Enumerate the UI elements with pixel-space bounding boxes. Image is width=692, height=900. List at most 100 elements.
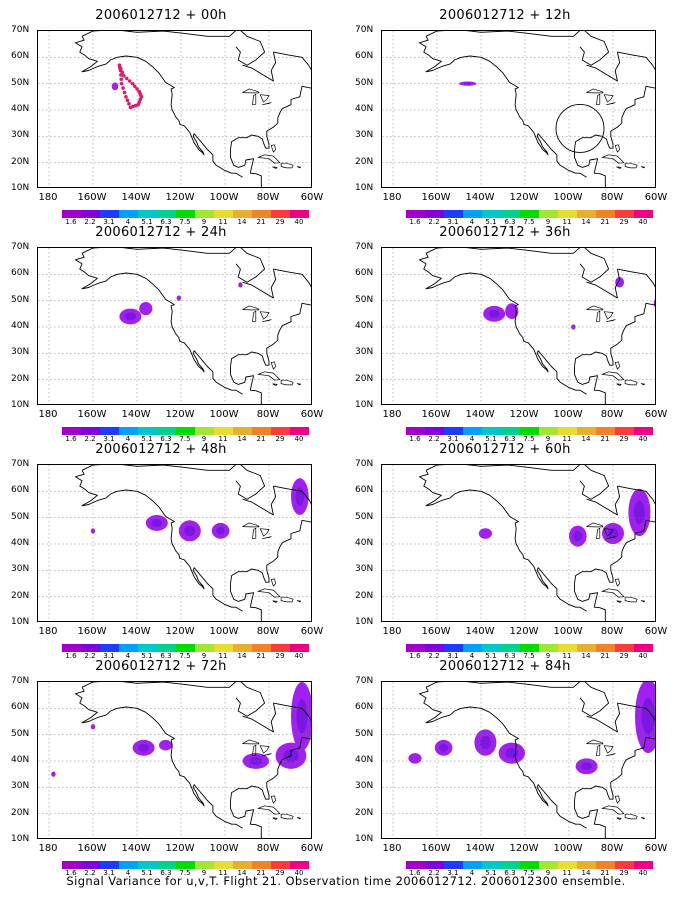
lon-tick-label: 120W — [165, 409, 195, 420]
lon-tick-label: 140W — [121, 626, 151, 637]
colorbar-swatch — [157, 210, 176, 218]
colorbar-swatch — [463, 644, 482, 652]
lon-tick-label: 180 — [38, 409, 58, 420]
lon-tick-label: 80W — [256, 409, 280, 420]
island-outline — [270, 144, 276, 153]
colorbar-label: 3.1 — [447, 652, 459, 660]
lat-tick-label: 50N — [355, 77, 374, 88]
lat-tick-label: 60N — [355, 268, 374, 279]
lon-tick-label: 160W — [421, 192, 451, 203]
panel-title: 2006012712 + 36h — [439, 225, 571, 240]
lake-outline — [259, 745, 270, 754]
colorbar-label: 5.1 — [141, 869, 153, 877]
lat-tick-label: 10N — [11, 617, 30, 627]
lat-tick-label: 30N — [11, 347, 30, 358]
lon-tick-label: 100W — [553, 843, 583, 854]
colorbar-swatch — [271, 861, 290, 869]
colorbar-label: 21 — [256, 869, 266, 877]
map-panel: 2006012712 + 12h 70N 60N 50N 40N 30N 20N 10N 180… — [355, 8, 667, 226]
signal-variance-region — [139, 301, 153, 316]
island-outline — [614, 144, 620, 153]
colorbar-label: 7.5 — [179, 218, 191, 226]
lat-tick-label: 70N — [11, 242, 30, 252]
map-canvas — [38, 248, 311, 404]
panel-title: 2006012712 + 84h — [439, 659, 571, 674]
lat-tick-label: 10N — [11, 834, 30, 844]
colorbar-swatch — [62, 861, 81, 869]
colorbar-label: 11 — [562, 435, 572, 443]
lat-tick-label: 70N — [355, 242, 374, 252]
colorbar-swatch — [138, 861, 157, 869]
observation-marker — [119, 81, 124, 86]
colorbar-label: 3.1 — [103, 869, 115, 877]
lake-outline — [242, 739, 260, 745]
island-outline — [616, 166, 622, 169]
lat-tick-label: 10N — [11, 183, 30, 193]
colorbar-label: 21 — [256, 218, 266, 226]
colorbar-swatch — [482, 427, 501, 435]
colorbar-swatch — [195, 427, 214, 435]
colorbar-swatch — [252, 644, 271, 652]
lake-outline — [606, 319, 616, 323]
lake-outline — [586, 305, 604, 311]
lat-tick-label: 60N — [355, 485, 374, 496]
colorbar-label: 29 — [619, 218, 629, 226]
map-frame — [37, 681, 312, 839]
colorbar-swatch — [482, 861, 501, 869]
signal-variance-core — [439, 743, 448, 752]
colorbar-swatch — [406, 644, 425, 652]
colorbar-label: 5.1 — [141, 652, 153, 660]
colorbar-swatch — [214, 210, 233, 218]
map-panel: 2006012712 + 36h 70N 60N 50N 40N 30N 20N 10N 180… — [355, 225, 667, 443]
panel-title: 2006012712 + 12h — [439, 8, 571, 23]
colorbar-label: 21 — [256, 435, 266, 443]
lake-outline — [259, 528, 270, 537]
island-outline — [272, 817, 278, 820]
colorbar-label: 6.3 — [504, 869, 516, 877]
lat-tick-label: 30N — [11, 130, 30, 141]
island-outline — [272, 383, 278, 386]
lon-tick-label: 60W — [300, 843, 324, 854]
colorbar-swatch — [119, 210, 138, 218]
colorbar-swatch — [100, 644, 119, 652]
signal-variance-region — [571, 324, 576, 330]
lat-tick-label: 40N — [355, 321, 374, 331]
lon-tick-label: 80W — [600, 409, 624, 420]
colorbar-label: 6.3 — [504, 652, 516, 660]
lat-tick-label: 70N — [355, 676, 374, 686]
lat-tick-label: 40N — [11, 104, 30, 114]
lat-tick-label: 40N — [11, 755, 30, 765]
colorbar-label: 4 — [125, 435, 131, 443]
signal-variance-core — [124, 312, 136, 321]
colorbar-label: 11 — [562, 218, 572, 226]
map-panel: 2006012712 + 60h 70N 60N 50N 40N 30N 20N 10N 180… — [355, 442, 667, 660]
lat-tick-label: 50N — [355, 728, 374, 739]
island-outline — [601, 371, 625, 381]
panel-title: 2006012712 + 60h — [439, 442, 571, 457]
colorbar-swatch — [425, 861, 444, 869]
lon-tick-label: 100W — [553, 192, 583, 203]
colorbar-label: 40 — [638, 218, 648, 226]
colorbar-label: 29 — [275, 218, 285, 226]
colorbar-label: 40 — [638, 652, 648, 660]
signal-variance-region — [408, 753, 422, 764]
colorbar-swatch — [119, 427, 138, 435]
island-outline — [616, 600, 622, 603]
colorbar-swatch — [558, 861, 577, 869]
colorbar-label: 6.3 — [504, 435, 516, 443]
signal-variance-region — [615, 276, 624, 288]
colorbar-label: 3.1 — [103, 218, 115, 226]
island-outline — [257, 154, 281, 164]
lat-tick-label: 20N — [11, 156, 30, 167]
colorbar-label: 14 — [581, 652, 591, 660]
observation-marker — [124, 95, 128, 99]
colorbar-swatch — [271, 210, 290, 218]
observation-marker — [127, 79, 132, 83]
colorbar-label: 14 — [237, 869, 247, 877]
colorbar — [406, 861, 653, 869]
colorbar-label: 29 — [275, 435, 285, 443]
signal-variance-region — [478, 528, 492, 539]
colorbar-label: 3.1 — [447, 435, 459, 443]
colorbar-swatch — [520, 644, 539, 652]
lat-tick-label: 30N — [355, 347, 374, 358]
